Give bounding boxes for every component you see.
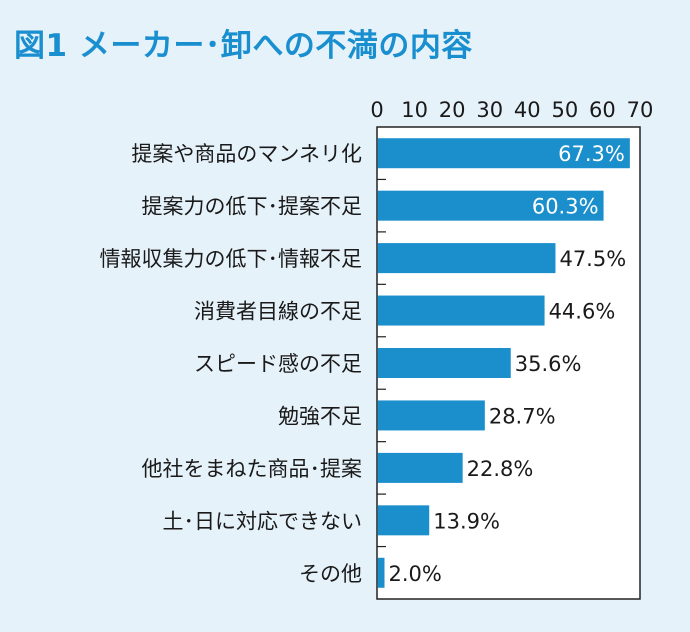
value-label: 22.8% bbox=[467, 457, 534, 481]
x-tick-label: 10 bbox=[401, 98, 428, 122]
bar bbox=[377, 505, 430, 536]
category-label: 提案や商品のマンネリ化 bbox=[131, 142, 362, 166]
category-label: その他 bbox=[299, 562, 362, 586]
category-label: 土･日に対応できない bbox=[163, 509, 363, 533]
value-label: 60.3% bbox=[532, 195, 599, 219]
category-label: 他社をまねた商品･提案 bbox=[142, 457, 363, 481]
value-label: 28.7% bbox=[489, 404, 556, 428]
value-label: 35.6% bbox=[515, 352, 582, 376]
bar bbox=[377, 243, 556, 274]
x-tick-label: 30 bbox=[476, 98, 503, 122]
category-label: 提案力の低下･提案不足 bbox=[142, 195, 363, 219]
x-tick-label: 20 bbox=[439, 98, 466, 122]
x-tick-label: 70 bbox=[627, 98, 654, 122]
bar bbox=[377, 452, 463, 483]
value-label: 44.6% bbox=[549, 300, 616, 324]
category-label: 情報収集力の低下･情報不足 bbox=[100, 247, 363, 271]
category-label: 消費者目線の不足 bbox=[194, 300, 362, 324]
x-tick-label: 40 bbox=[514, 98, 541, 122]
bar bbox=[377, 348, 511, 378]
x-tick-label: 50 bbox=[551, 98, 578, 122]
value-label: 2.0% bbox=[389, 562, 442, 586]
x-tick-label: 60 bbox=[589, 98, 616, 122]
x-tick-label: 0 bbox=[370, 98, 383, 122]
value-label: 67.3% bbox=[558, 142, 625, 166]
value-label: 47.5% bbox=[559, 247, 626, 271]
value-label: 13.9% bbox=[433, 509, 500, 533]
category-label: 勉強不足 bbox=[278, 404, 362, 428]
chart-title: 図1 メーカー･卸への不満の内容 bbox=[14, 28, 473, 64]
bar bbox=[377, 190, 604, 221]
bar bbox=[377, 400, 485, 431]
bar bbox=[377, 557, 385, 588]
category-label: スピード感の不足 bbox=[194, 352, 362, 376]
bar bbox=[377, 295, 545, 326]
bar bbox=[377, 138, 630, 169]
